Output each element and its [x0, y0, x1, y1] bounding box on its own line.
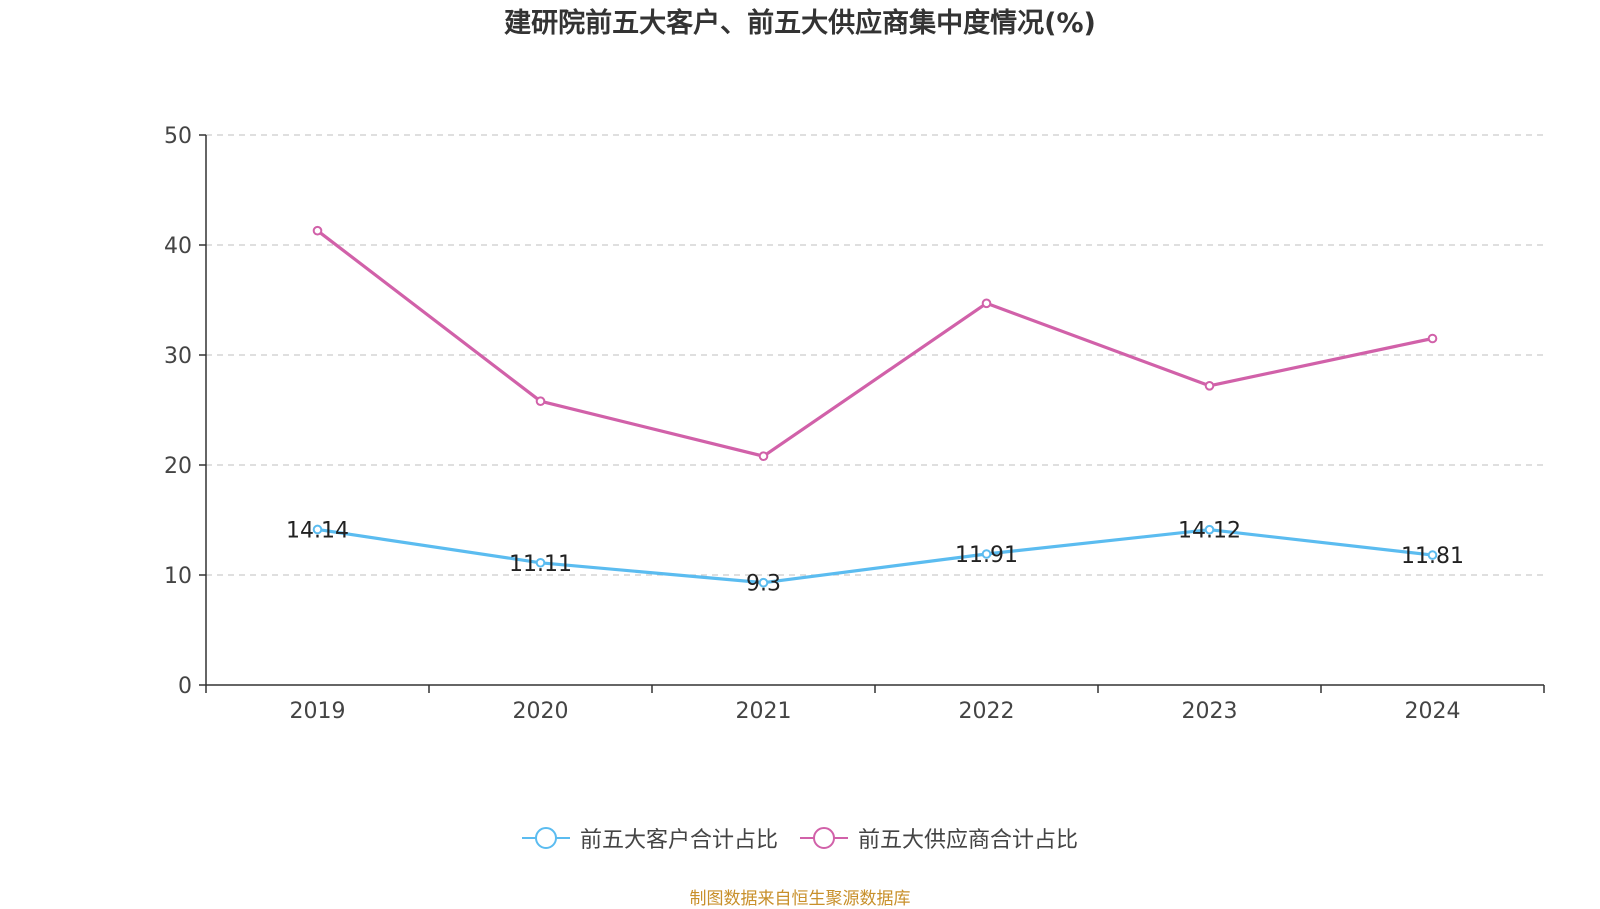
x-tick-label: 2020 [513, 699, 569, 724]
data-point [758, 577, 769, 588]
series-line [317, 527, 1433, 585]
y-tick-label: 20 [164, 454, 192, 479]
x-tick-label: 2024 [1405, 699, 1461, 724]
legend-item-supplier[interactable]: 前五大供应商合计占比 [800, 822, 1078, 854]
y-tick-label: 30 [164, 344, 192, 369]
data-label: 14.14 [286, 518, 349, 543]
data-point [1427, 333, 1438, 344]
data-point [1427, 550, 1438, 560]
data-point [312, 225, 323, 236]
legend-item-customer[interactable]: 前五大客户合计占比 [521, 822, 778, 854]
data-label: 11.91 [955, 543, 1018, 568]
data-point [535, 396, 546, 407]
series-line [316, 229, 1433, 458]
y-tick-label: 10 [164, 564, 192, 589]
y-tick-label: 0 [178, 674, 192, 699]
legend-label-supplier: 前五大供应商合计占比 [858, 828, 1079, 853]
data-point [1204, 381, 1215, 391]
x-tick-label: 2019 [290, 699, 346, 724]
x-tick-label: 2021 [736, 699, 792, 724]
source-note: 制图数据来自恒生聚源数据库 [689, 889, 911, 909]
y-tick-label: 50 [164, 124, 192, 149]
x-tick-label: 2023 [1182, 699, 1238, 724]
x-tick-label: 2022 [959, 699, 1015, 724]
data-point [312, 524, 323, 535]
data-label: 11.11 [509, 552, 572, 577]
data-point [981, 298, 992, 309]
data-point [981, 549, 992, 559]
chart-title: 建研院前五大客户、前五大供应商集中度情况(%) [504, 8, 1096, 39]
legend: 前五大客户合计占比 前五大供应商合计占比 [0, 820, 1600, 856]
circle-line-icon [521, 827, 570, 849]
circle-line-icon [800, 827, 848, 849]
data-label: 11.81 [1401, 544, 1464, 569]
data-point [1204, 524, 1215, 535]
data-point [758, 451, 769, 462]
y-tick-label: 40 [164, 234, 192, 259]
data-point [535, 557, 546, 568]
legend-label-customer: 前五大客户合计占比 [579, 828, 778, 853]
data-label: 14.12 [1178, 519, 1241, 544]
data-label: 9.3 [746, 572, 781, 597]
